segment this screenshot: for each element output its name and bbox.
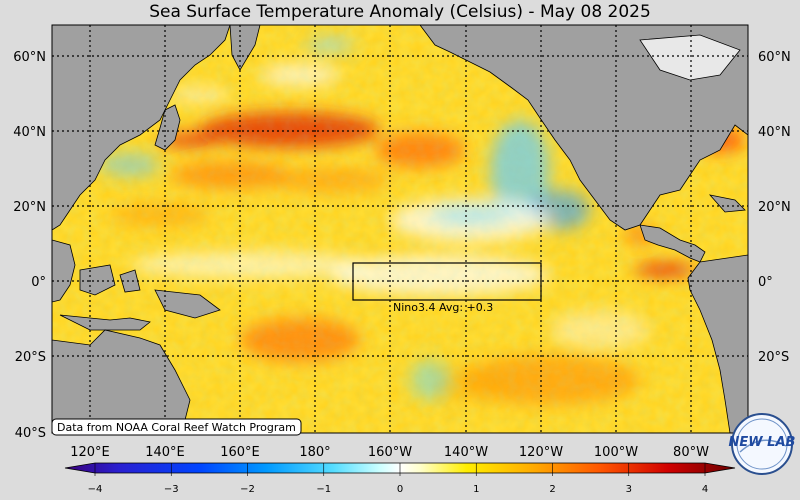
- latitude-label-left: 40°N: [13, 125, 46, 140]
- longitude-label: 180°: [299, 445, 330, 460]
- longitude-label: 120°W: [519, 445, 563, 460]
- latitude-label-right: 60°N: [758, 50, 791, 65]
- latitude-label-left: 0°: [31, 275, 46, 290]
- colorbar-tick-label: −4: [88, 484, 103, 495]
- australia-land: [52, 329, 191, 433]
- colorbar-tick-label: 0: [397, 484, 403, 495]
- latitude-label-left: 40°S: [15, 426, 46, 441]
- source-text: Data from NOAA Coral Reef Watch Program: [57, 421, 296, 434]
- graticule: [52, 25, 748, 433]
- colorbar-tick-label: 4: [702, 484, 708, 495]
- colorbar-tick-label: −1: [316, 484, 331, 495]
- colorbar-tick-labels: −4 −3 −2 −1 0 1 2 3 4: [88, 463, 708, 495]
- colorbar-tick-label: 3: [626, 484, 632, 495]
- latitude-label-right: 0°: [758, 275, 773, 290]
- longitude-label: 160°E: [220, 445, 260, 460]
- north-america-land: [419, 25, 748, 231]
- plot-frame: [51, 24, 749, 434]
- longitude-labels: 120°E 140°E 160°E 180° 160°W 140°W 120°W 100°W 8…: [70, 445, 709, 460]
- asia-land: [52, 25, 231, 231]
- latitude-label-left: 20°S: [15, 350, 46, 365]
- colorbar-tick-label: 2: [549, 484, 555, 495]
- latitude-label-right: 20°S: [758, 350, 789, 365]
- new-lab-logo: NEW LAB: [729, 413, 796, 475]
- map-title: Sea Surface Temperature Anomaly (Celsius…: [149, 2, 651, 22]
- longitude-label: 80°W: [673, 445, 709, 460]
- longitude-label: 100°W: [594, 445, 638, 460]
- land-masses: [52, 25, 748, 433]
- longitude-label: 140°W: [444, 445, 488, 460]
- longitude-label: 160°W: [368, 445, 412, 460]
- logo-text: NEW LAB: [729, 435, 796, 450]
- longitude-label: 140°E: [145, 445, 185, 460]
- latitude-label-right: 20°N: [758, 200, 791, 215]
- colorbar-tick-label: −3: [164, 484, 179, 495]
- source-box: [51, 418, 302, 436]
- south-america-land: [687, 254, 748, 433]
- colorbar-tick-label: −2: [240, 484, 255, 495]
- longitude-label: 120°E: [70, 445, 110, 460]
- latitude-label-right: 40°N: [758, 125, 791, 140]
- latitude-label-left: 20°N: [13, 200, 46, 215]
- latitude-label-left: 60°N: [13, 50, 46, 65]
- latitude-labels-right: 60°N 40°N 20°N 0° 20°S: [758, 50, 791, 365]
- colorbar-tick-label: 1: [473, 484, 479, 495]
- nino34-box: [352, 262, 542, 301]
- nino34-label: Nino3.4 Avg: +0.3: [393, 301, 493, 314]
- latitude-labels-left: 60°N 40°N 20°N 0° 20°S 40°S: [13, 50, 46, 441]
